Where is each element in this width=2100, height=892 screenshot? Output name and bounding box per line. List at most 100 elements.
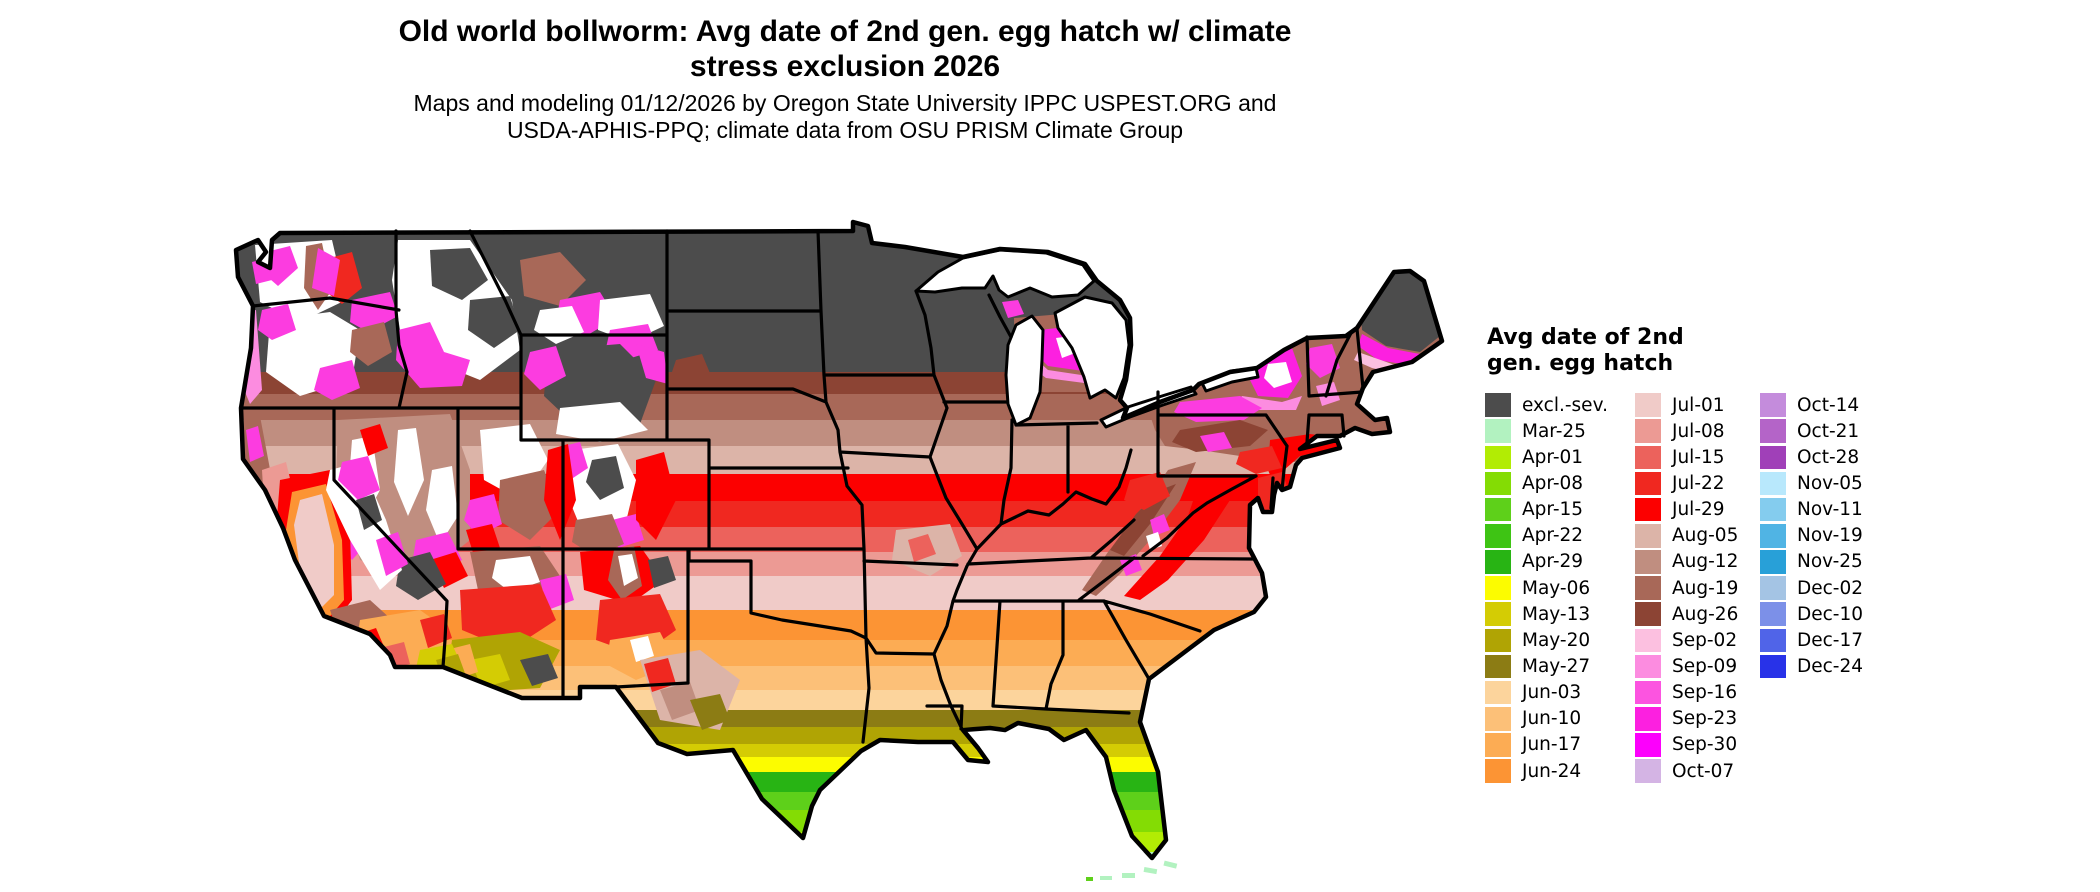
legend-label: Dec-02 bbox=[1797, 577, 1864, 599]
legend-label: Oct-07 bbox=[1672, 760, 1735, 782]
legend-label: Sep-16 bbox=[1672, 682, 1738, 704]
legend-swatch bbox=[1485, 628, 1511, 653]
legend-label: Aug-19 bbox=[1672, 577, 1739, 599]
legend-swatch bbox=[1635, 497, 1661, 522]
legend-swatch bbox=[1760, 576, 1786, 600]
state-borders bbox=[239, 229, 1365, 744]
legend-swatch bbox=[1635, 733, 1661, 757]
legend-label: Sep-23 bbox=[1672, 708, 1738, 730]
legend-swatch bbox=[1635, 654, 1661, 679]
legend-swatch bbox=[1485, 445, 1511, 470]
legend-label: Jul-15 bbox=[1672, 446, 1725, 468]
legend-item: Aug-05 bbox=[1635, 523, 1738, 549]
legend-swatch bbox=[1635, 628, 1661, 653]
legend-item: Sep-30 bbox=[1635, 732, 1738, 758]
legend-swatch bbox=[1485, 393, 1511, 417]
legend-swatch bbox=[1635, 550, 1661, 574]
legend-label: Aug-05 bbox=[1672, 525, 1739, 547]
legend-label: Jun-17 bbox=[1522, 734, 1582, 756]
legend-label: Oct-21 bbox=[1797, 420, 1860, 442]
legend-item: Sep-23 bbox=[1635, 706, 1738, 732]
legend-swatch bbox=[1485, 471, 1511, 496]
legend-label: Dec-17 bbox=[1797, 629, 1864, 651]
legend-swatch bbox=[1485, 654, 1511, 679]
legend-item: Jul-08 bbox=[1635, 418, 1738, 444]
legend-label: excl.-sev. bbox=[1522, 394, 1608, 416]
legend-item: Jun-10 bbox=[1485, 706, 1608, 732]
legend-label: Jul-29 bbox=[1672, 499, 1725, 521]
legend-swatch bbox=[1635, 471, 1661, 496]
legend-item: Apr-15 bbox=[1485, 497, 1608, 523]
map-subtitle: Maps and modeling 01/12/2026 by Oregon S… bbox=[0, 90, 1690, 144]
legend-swatch bbox=[1485, 602, 1511, 626]
legend-swatch bbox=[1635, 393, 1661, 417]
legend-label: Apr-22 bbox=[1522, 525, 1584, 547]
legend-swatch bbox=[1635, 445, 1661, 470]
lake-huron bbox=[1053, 295, 1131, 400]
legend-label: Jul-22 bbox=[1672, 472, 1725, 494]
legend-label: May-20 bbox=[1522, 629, 1591, 651]
map-title: Old world bollworm: Avg date of 2nd gen.… bbox=[0, 14, 1690, 84]
legend-swatch bbox=[1760, 497, 1786, 522]
legend-label: Sep-02 bbox=[1672, 629, 1738, 651]
florida-keys bbox=[1086, 860, 1178, 881]
legend-swatch bbox=[1485, 497, 1511, 522]
legend-label: Apr-01 bbox=[1522, 446, 1584, 468]
legend-item: Jul-15 bbox=[1635, 444, 1738, 470]
legend-label: May-13 bbox=[1522, 603, 1591, 625]
legend-swatch bbox=[1485, 550, 1511, 574]
legend-item: Jun-03 bbox=[1485, 680, 1608, 706]
legend-swatch bbox=[1485, 733, 1511, 757]
legend-item: Dec-24 bbox=[1760, 653, 1863, 679]
legend-swatch bbox=[1485, 680, 1511, 705]
legend-swatch bbox=[1485, 524, 1511, 548]
legend-item: Apr-08 bbox=[1485, 470, 1608, 496]
legend-swatch bbox=[1635, 419, 1661, 443]
legend-swatch bbox=[1760, 419, 1786, 443]
subtitle-line-2: USDA-APHIS-PPQ; climate data from OSU PR… bbox=[506, 117, 1184, 143]
legend-swatch bbox=[1635, 759, 1661, 783]
legend-swatch bbox=[1485, 759, 1511, 783]
legend-item: Nov-11 bbox=[1760, 497, 1863, 523]
title-line-1: Old world bollworm: Avg date of 2nd gen.… bbox=[398, 15, 1292, 48]
legend-item: Apr-01 bbox=[1485, 444, 1608, 470]
legend-item: Sep-09 bbox=[1635, 653, 1738, 679]
legend-title: Avg date of 2nd gen. egg hatch bbox=[1487, 325, 1684, 377]
subtitle-line-1: Maps and modeling 01/12/2026 by Oregon S… bbox=[413, 90, 1277, 116]
legend-item: May-13 bbox=[1485, 601, 1608, 627]
legend-item: Oct-14 bbox=[1760, 392, 1863, 418]
legend-swatch bbox=[1485, 576, 1511, 600]
legend-swatch bbox=[1760, 654, 1786, 679]
legend-item: Jul-22 bbox=[1635, 470, 1738, 496]
legend-label: May-06 bbox=[1522, 577, 1591, 599]
legend-item: Aug-26 bbox=[1635, 601, 1738, 627]
legend-title-line-1: Avg date of 2nd bbox=[1487, 325, 1684, 350]
legend-label: Apr-29 bbox=[1522, 551, 1584, 573]
legend-swatch bbox=[1485, 419, 1511, 443]
legend-label: Jun-24 bbox=[1522, 760, 1582, 782]
legend-label: Jul-01 bbox=[1672, 394, 1725, 416]
legend-swatch bbox=[1760, 628, 1786, 653]
legend-swatch bbox=[1760, 602, 1786, 626]
legend-label: Nov-25 bbox=[1797, 551, 1863, 573]
legend-swatch bbox=[1760, 445, 1786, 470]
legend-item: May-20 bbox=[1485, 627, 1608, 653]
legend-label: Aug-12 bbox=[1672, 551, 1739, 573]
legend-item: Dec-10 bbox=[1760, 601, 1863, 627]
legend-item: Sep-02 bbox=[1635, 627, 1738, 653]
legend-item: Mar-25 bbox=[1485, 418, 1608, 444]
legend-label: Dec-10 bbox=[1797, 603, 1864, 625]
legend-label: Apr-08 bbox=[1522, 472, 1584, 494]
legend-swatch bbox=[1635, 524, 1661, 548]
legend-item: Apr-29 bbox=[1485, 549, 1608, 575]
legend-item: Aug-19 bbox=[1635, 575, 1738, 601]
legend-label: Aug-26 bbox=[1672, 603, 1739, 625]
legend-item: May-27 bbox=[1485, 653, 1608, 679]
legend-item: Dec-17 bbox=[1760, 627, 1863, 653]
legend-item: Jun-24 bbox=[1485, 758, 1608, 784]
legend-label: Nov-11 bbox=[1797, 499, 1863, 521]
legend-label: Dec-24 bbox=[1797, 655, 1864, 677]
legend-label: Mar-25 bbox=[1522, 420, 1586, 442]
